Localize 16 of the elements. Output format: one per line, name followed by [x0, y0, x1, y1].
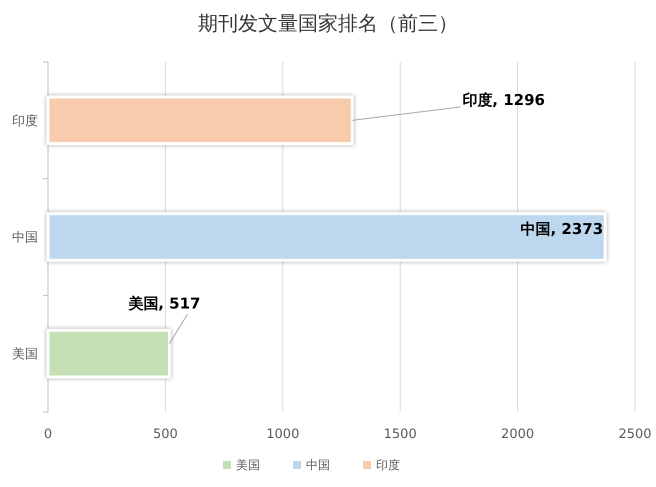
x-tick-label: 1500	[384, 427, 417, 442]
data-label: 美国, 517	[127, 294, 201, 312]
legend-label: 中国	[306, 458, 330, 472]
x-tick-label: 500	[152, 427, 178, 442]
y-tick-label: 中国	[12, 230, 38, 246]
y-tick-label: 印度	[12, 112, 38, 129]
legend-label: 美国	[236, 458, 260, 472]
y-tick-label: 美国	[12, 346, 38, 362]
x-tick-label: 0	[44, 427, 52, 442]
legend-label: 印度	[376, 458, 400, 472]
data-label: 中国, 2373	[520, 220, 604, 238]
chart-title: 期刊发文量国家排名（前三）	[198, 11, 458, 35]
x-tick-label: 2500	[618, 427, 652, 442]
data-label: 印度, 1296	[462, 91, 545, 109]
x-tick-label: 1000	[266, 427, 300, 442]
x-tick-label: 2000	[501, 427, 534, 442]
